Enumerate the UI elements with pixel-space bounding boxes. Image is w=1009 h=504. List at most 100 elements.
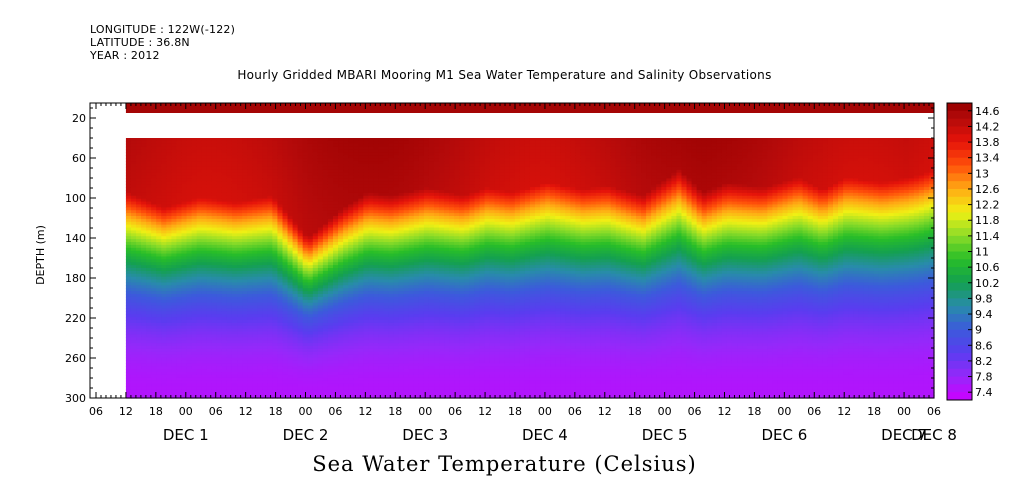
heatmap-cell bbox=[277, 140, 284, 145]
heatmap-cell bbox=[166, 322, 172, 327]
heatmap-cell bbox=[221, 244, 228, 249]
heatmap-cell bbox=[216, 291, 223, 295]
heatmap-cell bbox=[398, 366, 405, 370]
heatmap-cell bbox=[191, 340, 198, 344]
heatmap-cell bbox=[206, 233, 213, 237]
heatmap-cell bbox=[136, 195, 142, 200]
heatmap-cell bbox=[221, 270, 228, 275]
heatmap-cell bbox=[287, 138, 294, 142]
heatmap-cell bbox=[196, 351, 203, 356]
heatmap-cell bbox=[141, 143, 147, 148]
heatmap-cell bbox=[348, 242, 354, 246]
heatmap-cell bbox=[156, 291, 162, 295]
heatmap-cell bbox=[226, 360, 233, 364]
heatmap-cell bbox=[186, 294, 193, 298]
heatmap-cell bbox=[206, 227, 213, 232]
heatmap-cell bbox=[353, 244, 359, 249]
heatmap-cell bbox=[176, 230, 183, 234]
heatmap-cell bbox=[226, 221, 233, 226]
heatmap-cell bbox=[136, 337, 142, 341]
heatmap-cell bbox=[312, 259, 319, 263]
heatmap-cell bbox=[393, 282, 400, 286]
heatmap-cell bbox=[388, 302, 395, 307]
heatmap-cell bbox=[141, 169, 147, 174]
year-label: YEAR : 2012 bbox=[90, 49, 160, 62]
heatmap-cell bbox=[156, 253, 162, 258]
heatmap-cell bbox=[358, 372, 364, 376]
heatmap-cell bbox=[383, 175, 390, 180]
heatmap-cell bbox=[191, 308, 198, 312]
heatmap-cell bbox=[287, 233, 294, 237]
heatmap-cell bbox=[146, 192, 152, 197]
heatmap-cell bbox=[206, 273, 213, 278]
heatmap-cell bbox=[257, 198, 263, 203]
heatmap-cell bbox=[151, 210, 157, 214]
heatmap-cell bbox=[277, 149, 284, 154]
heatmap-cell bbox=[186, 351, 193, 356]
heatmap-cell bbox=[353, 337, 359, 341]
heatmap-cell bbox=[221, 291, 228, 295]
heatmap-cell bbox=[338, 204, 344, 208]
heatmap-cell bbox=[297, 314, 304, 318]
heatmap-cell bbox=[343, 242, 349, 246]
heatmap-cell bbox=[333, 346, 339, 350]
heatmap-cell bbox=[252, 161, 258, 165]
heatmap-cell bbox=[338, 256, 344, 260]
heatmap-cell bbox=[226, 192, 233, 197]
heatmap-cell bbox=[247, 346, 253, 350]
heatmap-cell bbox=[257, 279, 263, 284]
heatmap-cell bbox=[252, 166, 258, 171]
heatmap-cell bbox=[216, 216, 223, 220]
heatmap-cell bbox=[277, 296, 284, 301]
heatmap-cell bbox=[277, 291, 284, 295]
heatmap-cell bbox=[156, 198, 162, 203]
heatmap-cell bbox=[130, 158, 137, 162]
heatmap-cell bbox=[277, 227, 284, 232]
heatmap-cell bbox=[358, 216, 364, 220]
heatmap-cell bbox=[343, 192, 349, 197]
heatmap-cell bbox=[287, 164, 294, 168]
heatmap-cell bbox=[388, 207, 395, 211]
heatmap-cell bbox=[277, 143, 284, 148]
heatmap-cell bbox=[363, 279, 369, 284]
heatmap-cell bbox=[247, 221, 253, 226]
heatmap-cell bbox=[156, 184, 162, 188]
heatmap-cell bbox=[242, 268, 248, 272]
heatmap-cell bbox=[125, 343, 132, 347]
heatmap-cell bbox=[267, 348, 273, 353]
heatmap-cell bbox=[196, 389, 203, 393]
heatmap-cell bbox=[141, 242, 147, 246]
heatmap-cell bbox=[186, 282, 193, 286]
heatmap-cell bbox=[322, 158, 329, 162]
heatmap-cell bbox=[302, 256, 309, 260]
heatmap-cell bbox=[353, 325, 359, 330]
heatmap-cell bbox=[378, 143, 385, 148]
heatmap-cell bbox=[272, 386, 279, 390]
heatmap-cell bbox=[136, 190, 142, 194]
heatmap-cell bbox=[383, 288, 390, 292]
heatmap-cell bbox=[322, 198, 329, 203]
heatmap-cell bbox=[151, 340, 157, 344]
heatmap-cell bbox=[297, 236, 304, 240]
heatmap-cell bbox=[166, 328, 172, 333]
heatmap-cell bbox=[322, 178, 329, 182]
heatmap-cell bbox=[130, 213, 137, 217]
heatmap-cell bbox=[156, 146, 162, 151]
heatmap-cell bbox=[237, 161, 243, 165]
heatmap-cell bbox=[242, 230, 248, 234]
heatmap-cell bbox=[292, 322, 299, 327]
heatmap-cell bbox=[221, 299, 228, 304]
heatmap-cell bbox=[181, 201, 188, 206]
heatmap-cell bbox=[242, 224, 248, 229]
heatmap-cell bbox=[368, 360, 374, 364]
heatmap-cell bbox=[302, 259, 309, 263]
heatmap-cell bbox=[130, 357, 137, 362]
heatmap-cell bbox=[338, 372, 344, 376]
heatmap-cell bbox=[307, 276, 314, 281]
heatmap-cell bbox=[277, 360, 284, 364]
heatmap-cell bbox=[226, 291, 233, 295]
heatmap-cell bbox=[338, 259, 344, 263]
heatmap-cell bbox=[312, 337, 319, 341]
heatmap-cell bbox=[333, 322, 339, 327]
heatmap-cell bbox=[343, 346, 349, 350]
